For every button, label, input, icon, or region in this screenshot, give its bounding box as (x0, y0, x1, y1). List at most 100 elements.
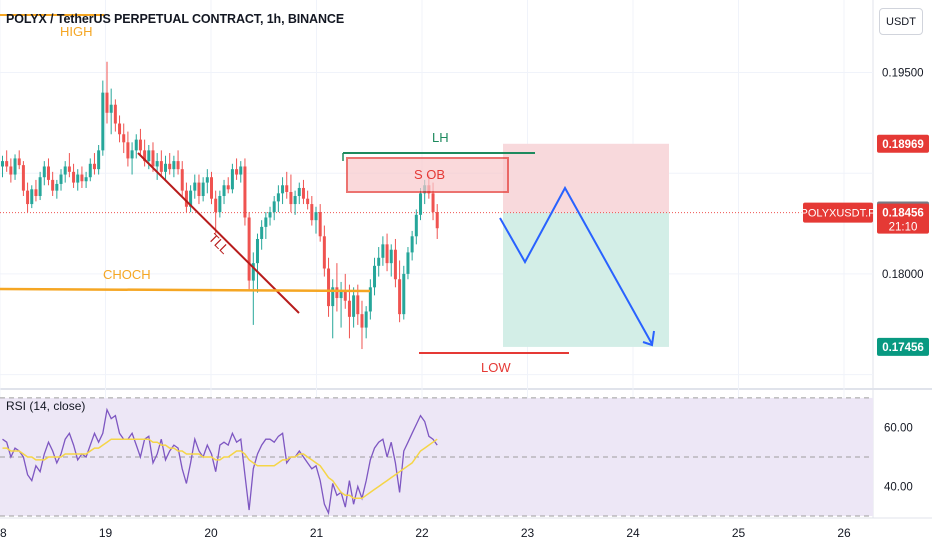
rsi-tick-label: 60.00 (884, 422, 913, 434)
high-label: HIGH (60, 24, 93, 39)
candle-body (301, 187, 305, 199)
candle-body (398, 279, 402, 315)
candle-body (155, 161, 159, 167)
stop-price-label: 0.17456 (882, 342, 924, 354)
projected-path (499, 185, 653, 345)
lh-label: LH (432, 130, 449, 145)
rsi-ma-line (2, 438, 438, 500)
candle-body (176, 161, 180, 170)
candle-body (67, 166, 71, 172)
candle-body (410, 236, 414, 253)
candle-body (293, 196, 297, 205)
candle-body (214, 198, 218, 213)
candle-body (385, 244, 389, 264)
x-tick-label: 18 (0, 526, 7, 540)
candle-body (164, 163, 168, 172)
target-price-badge (877, 134, 929, 153)
candle-body (260, 226, 264, 239)
price-tick-label: 0.18000 (882, 269, 924, 281)
candle-body (226, 185, 230, 190)
candle-body (42, 166, 46, 178)
candle-body (356, 295, 360, 315)
x-tick-label: 26 (837, 526, 851, 540)
candle-body (159, 161, 163, 172)
candle-body (97, 150, 101, 170)
candle-body (431, 193, 435, 213)
candle-body (281, 185, 285, 194)
candle-body (310, 204, 314, 221)
choch-label: CHOCH (103, 267, 151, 282)
candle-body (63, 166, 67, 175)
candle-body (352, 295, 356, 317)
candle-body (247, 217, 251, 281)
candle-body (101, 92, 105, 151)
candle-body (51, 179, 55, 191)
candle-body (339, 289, 343, 299)
stop-price-badge (877, 337, 929, 356)
symbol-badge (803, 202, 873, 223)
supply-order-block (346, 157, 509, 193)
price-tick-label: 0.19500 (882, 67, 924, 79)
candle-body (331, 287, 335, 307)
candle-body (151, 150, 155, 167)
candle-body (360, 314, 364, 328)
candle-body (373, 265, 377, 288)
currency-button[interactable]: USDT (879, 8, 923, 35)
tll-trendline (137, 152, 300, 314)
candle-body (55, 183, 59, 191)
candle-body (210, 177, 213, 199)
candle-body (347, 300, 351, 317)
candle-body (306, 198, 310, 205)
rsi-tick-label: 40.00 (884, 481, 913, 493)
candle-body (189, 190, 193, 207)
candle-body (84, 177, 88, 182)
last-price-badge (877, 203, 929, 234)
candle-body (255, 238, 259, 264)
last-price-label: 0.18456 (882, 208, 924, 220)
candle-body (343, 289, 347, 301)
candle-body (318, 212, 322, 237)
candle-body (76, 174, 80, 183)
candle-body (180, 169, 184, 191)
candle-body (30, 189, 34, 205)
x-tick-label: 21 (310, 526, 324, 540)
candle-body (285, 185, 289, 192)
candle-body (289, 191, 293, 205)
candle-body (184, 190, 188, 207)
choch-line (0, 287, 371, 293)
sob-label: S OB (414, 167, 445, 182)
candle-body (218, 196, 222, 213)
candle-body (168, 163, 172, 170)
candle-body (88, 163, 92, 178)
candle-body (80, 174, 84, 182)
symbol-label: POLYXUSDT.P (801, 208, 876, 220)
candle-body (118, 123, 122, 135)
candle-body (147, 150, 151, 162)
candle-body (368, 287, 372, 312)
candle-body (17, 158, 21, 166)
candle-body (193, 182, 197, 191)
x-tick-label: 19 (99, 526, 113, 540)
candle-body (26, 190, 30, 205)
rsi-line (2, 407, 438, 516)
candle-body (134, 139, 138, 151)
x-tick-label: 20 (204, 526, 218, 540)
candle-body (377, 257, 381, 266)
x-tick-label: 25 (732, 526, 746, 540)
candle-body (46, 166, 50, 180)
chart-title: POLYX / TetherUS PERPETUAL CONTRACT, 1h,… (6, 12, 345, 26)
x-tick-label: 22 (415, 526, 429, 540)
candle-body (9, 166, 13, 175)
candle-body (34, 189, 38, 197)
rsi-indicator-label[interactable]: RSI (14, close) (6, 399, 86, 413)
candle-body (105, 92, 109, 113)
candle-body (13, 158, 17, 175)
candle-body (109, 104, 113, 113)
candle-body (335, 287, 339, 299)
candle-body (381, 244, 385, 258)
candle-body (143, 150, 147, 162)
candle-body (222, 185, 226, 197)
candle-body (201, 182, 205, 197)
candle-body (276, 193, 280, 202)
